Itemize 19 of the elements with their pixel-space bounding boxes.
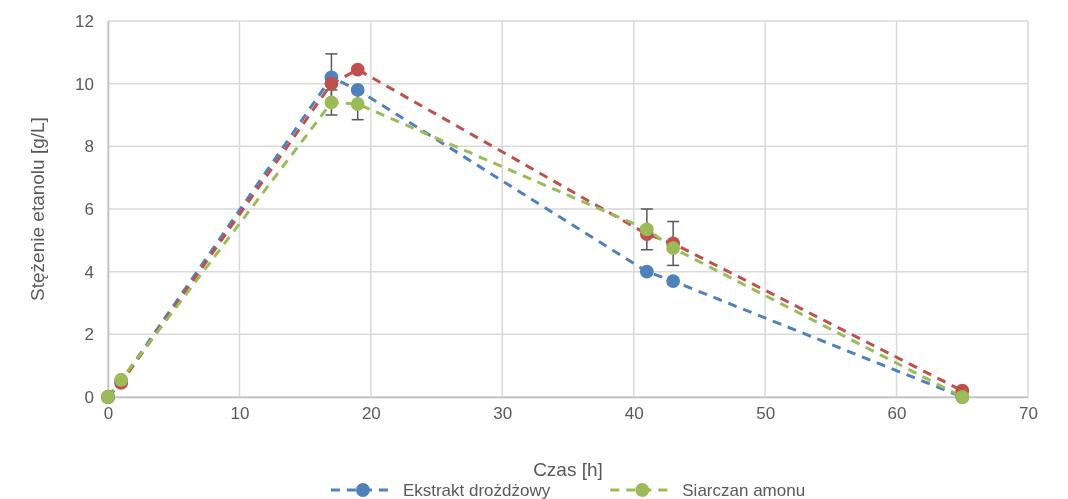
x-tick-label: 0	[103, 404, 114, 424]
legend-label: Siarczan amonu	[682, 481, 806, 499]
x-axis-title: Czas [h]	[533, 459, 603, 480]
legend-label: Ekstrakt drożdżowy	[402, 481, 551, 499]
x-tick-label: 40	[624, 404, 644, 424]
y-axis-title: Stężenie etanolu [g/L]	[27, 117, 48, 301]
y-tick-label: 12	[75, 11, 94, 31]
x-tick-label: 50	[756, 404, 776, 424]
x-tick-label: 60	[887, 404, 907, 424]
y-tick-label: 0	[84, 387, 94, 407]
x-tick-label: 70	[1019, 404, 1038, 424]
x-tick-label: 30	[493, 404, 513, 424]
x-tick-label: 10	[230, 404, 250, 424]
y-tick-label: 10	[75, 74, 94, 94]
y-tick-label: 6	[84, 199, 94, 219]
y-tick-label: 2	[84, 325, 94, 345]
y-tick-label: 8	[84, 137, 94, 157]
y-tick-label: 4	[84, 262, 94, 282]
x-tick-label: 20	[361, 404, 381, 424]
